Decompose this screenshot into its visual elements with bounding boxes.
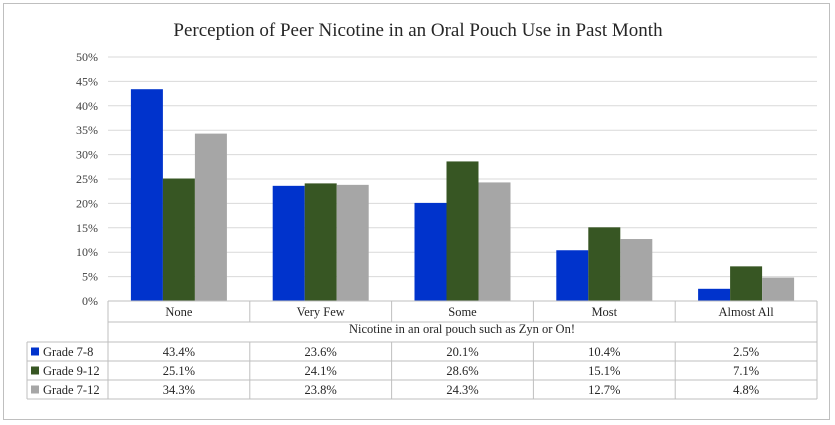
legend-swatch	[31, 366, 39, 375]
legend-entry: Grade 7-8	[43, 345, 93, 359]
x-tick-label: Very Few	[297, 305, 345, 319]
bar	[414, 202, 447, 301]
data-label: 10.4%	[588, 345, 620, 359]
bar	[446, 161, 479, 301]
data-label: 15.1%	[588, 364, 620, 378]
data-label: 24.3%	[446, 383, 478, 397]
data-label: 20.1%	[446, 345, 478, 359]
y-tick-label: 10%	[76, 245, 98, 259]
y-tick-label: 45%	[76, 74, 98, 88]
x-tick-label: None	[165, 305, 193, 319]
data-label: 28.6%	[446, 364, 478, 378]
bar	[588, 227, 621, 301]
bar	[698, 288, 731, 301]
bar	[336, 184, 369, 301]
bar	[762, 277, 795, 301]
bar	[730, 266, 763, 301]
bar	[162, 178, 195, 301]
y-axis: 0% 5% 10% 15% 20% 25% 30% 35% 40% 45% 50%	[76, 50, 98, 308]
legend-entry: Grade 9-12	[43, 364, 100, 378]
chart-title: Perception of Peer Nicotine in an Oral P…	[173, 20, 663, 41]
bar	[620, 239, 653, 301]
data-label: 7.1%	[733, 364, 759, 378]
y-tick-label: 40%	[76, 99, 98, 113]
bars	[130, 89, 795, 301]
legend-entry: Grade 7-12	[43, 383, 100, 397]
y-tick-label: 30%	[76, 148, 98, 162]
data-label: 12.7%	[588, 383, 620, 397]
data-label: 34.3%	[163, 383, 195, 397]
data-table: None Very Few Some Most Almost All Grade 7-8 4…	[26, 300, 818, 400]
y-tick-label: 50%	[76, 50, 98, 64]
y-tick-label: 25%	[76, 172, 98, 186]
data-label: 4.8%	[733, 383, 759, 397]
data-label: 23.8%	[305, 383, 337, 397]
data-label: 43.4%	[163, 345, 195, 359]
y-tick-label: 35%	[76, 123, 98, 137]
y-tick-label: 15%	[76, 221, 98, 235]
data-label: 2.5%	[733, 345, 759, 359]
bar	[478, 182, 511, 301]
y-tick-label: 20%	[76, 196, 98, 210]
data-label: 25.1%	[163, 364, 195, 378]
legend-swatch	[31, 385, 39, 394]
y-tick-label: 5%	[82, 270, 98, 284]
bar	[194, 133, 227, 301]
x-tick-label: Most	[591, 305, 617, 319]
y-tick-label: 0%	[82, 294, 98, 308]
bar	[304, 183, 337, 301]
data-label: 23.6%	[305, 345, 337, 359]
data-label: 24.1%	[305, 364, 337, 378]
x-tick-label: Almost All	[718, 305, 774, 319]
x-axis-label: Nicotine in an oral pouch such as Zyn or…	[349, 322, 575, 336]
bar	[556, 250, 589, 301]
bar	[130, 89, 163, 301]
x-tick-label: Some	[448, 305, 477, 319]
legend-swatch	[31, 347, 39, 356]
bar	[272, 185, 305, 301]
